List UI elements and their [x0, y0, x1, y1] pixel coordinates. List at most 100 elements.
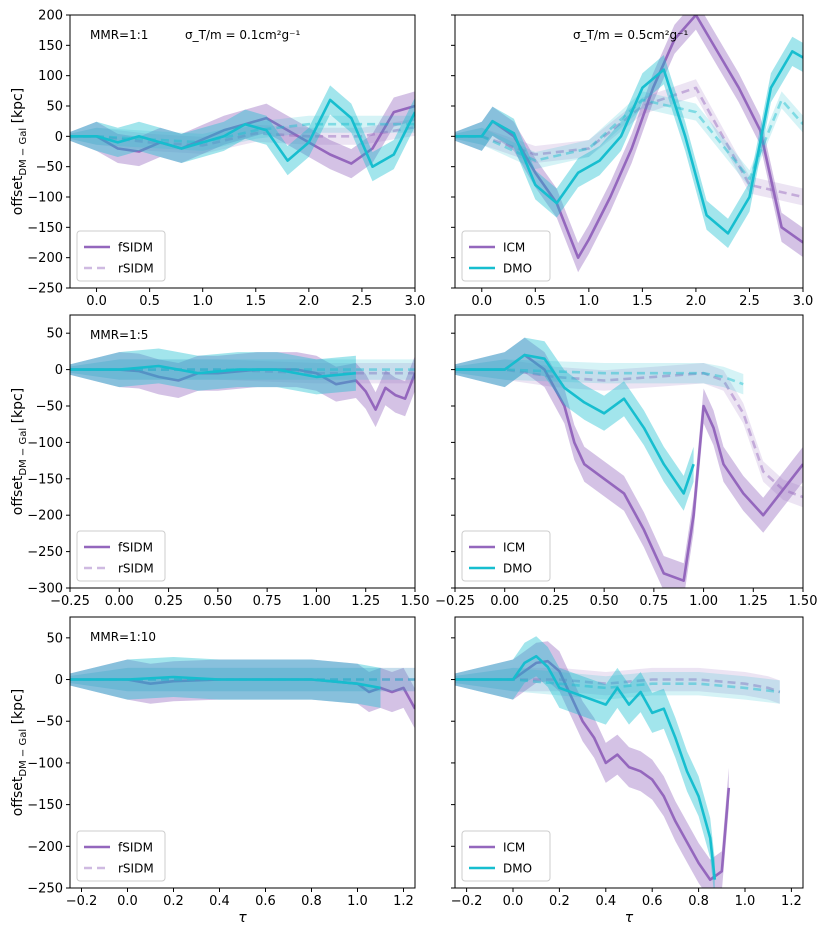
y-axis-label-sub: DM − Gal [18, 428, 29, 476]
band-DMO-r [455, 359, 744, 395]
x-tick-label: 0.25 [540, 594, 569, 609]
x-tick-label: 0.0 [471, 294, 492, 309]
line-DMO [455, 654, 717, 880]
y-axis-label-sub: DM − Gal [18, 729, 29, 777]
mmr-annotation: MMR=1:5 [90, 328, 148, 342]
y-tick-label: −300 [27, 582, 63, 597]
x-tick-label: −0.2 [451, 894, 483, 909]
band-ICM-r [455, 667, 780, 704]
y-axis-label-main: offset [10, 175, 26, 215]
x-tick-label: 0.8 [688, 894, 709, 909]
line-rSIDM [70, 125, 415, 147]
line-ICM-r [455, 86, 803, 199]
panel-row1-right: 0.0 0.5 1.0 1.5 2.0 2.5 3.0 σ_T/m = 0.5cm²g⁻¹ IC… [451, 14, 813, 309]
y-axis-label-main: offset [10, 776, 26, 816]
plot-area [455, 15, 803, 273]
legend: fSIDM rSIDM [76, 530, 166, 582]
x-tick-label: 0.75 [253, 594, 282, 609]
band-DMO [455, 636, 715, 888]
x-tick-label: 2.5 [739, 294, 760, 309]
legend-label: rSIDM [118, 262, 154, 276]
x-tick-label: 0.0 [86, 294, 107, 309]
line-DMO-r [455, 678, 780, 694]
legend-label: DMO [503, 262, 532, 276]
y-tick-label: −150 [27, 472, 63, 487]
x-tick-label: 1.25 [351, 594, 380, 609]
x-tick-label: 0.6 [642, 894, 663, 909]
band-rSIDM-cyan [70, 359, 415, 380]
x-tick-label: 1.2 [393, 894, 414, 909]
y-tick-label: −200 [27, 840, 63, 855]
x-tick-label: 0.50 [203, 594, 232, 609]
legend-label: ICM [503, 241, 525, 255]
legend: ICM DMO [461, 830, 551, 882]
band-DMO [455, 36, 803, 248]
legend-label: rSIDM [118, 862, 154, 876]
axes-frame [69, 616, 416, 889]
y-tick-label: −100 [27, 191, 63, 206]
plot-area [455, 636, 781, 888]
axes-frame [454, 616, 804, 889]
panel-row2-left: −0.25 0.00 0.25 0.50 0.75 1.00 1.25 1.50 −300 −25… [10, 314, 429, 609]
x-tick-label: 0.6 [255, 894, 276, 909]
band-fSIDM [70, 91, 415, 179]
line-fSIDM [70, 368, 415, 411]
y-axis-label: offsetDM − Gal [kpc] [10, 689, 29, 816]
mmr-annotation: MMR=1:1 [90, 28, 148, 42]
y-tick-label: 0 [55, 363, 63, 378]
legend-label: ICM [503, 841, 525, 855]
x-axis-label: τ [238, 910, 247, 926]
band-rSIDM-cyan [70, 667, 415, 692]
band-ICM [455, 15, 803, 273]
band-fSIDM [70, 352, 415, 428]
x-axis-label: τ [625, 910, 634, 926]
x-tick-label: 0.4 [209, 894, 230, 909]
panel-row2-right: −0.25 0.00 0.25 0.50 0.75 1.00 1.25 1.50 ICM DMO [435, 314, 818, 609]
y-tick-label: −50 [36, 715, 63, 730]
y-axis-label: offsetDM − Gal [kpc] [10, 88, 29, 215]
y-axis-label-sub: DM − Gal [18, 128, 29, 176]
band-ICM-r [455, 359, 803, 508]
legend-box [76, 230, 166, 282]
line-ICM [455, 659, 731, 882]
x-tick-label: 0.5 [139, 294, 160, 309]
x-tick-label: −0.2 [66, 894, 98, 909]
legend: ICM DMO [461, 230, 551, 282]
legend-box [76, 830, 166, 882]
x-tick-label: 0.8 [301, 894, 322, 909]
plot-area [70, 85, 415, 182]
x-tick-label: 0.0 [117, 894, 138, 909]
y-tick-label: −250 [27, 882, 63, 897]
x-tick-label: 0.5 [525, 294, 546, 309]
legend-label: ICM [503, 541, 525, 555]
y-axis-label-unit: [kpc] [10, 689, 26, 729]
line-fSIDM-cyan [70, 364, 357, 379]
band-DMO [455, 337, 694, 511]
x-tick-label: 0.0 [503, 894, 524, 909]
line-ICM [455, 353, 803, 583]
x-tick-label: 2.5 [352, 294, 373, 309]
band-ICM-r [455, 79, 803, 206]
y-tick-label: 150 [38, 39, 63, 54]
y-tick-label: −150 [27, 221, 63, 236]
y-tick-label: −250 [27, 545, 63, 560]
y-axis-label-main: offset [10, 475, 26, 515]
line-DMO [455, 50, 803, 235]
x-tick-label: 1.50 [789, 594, 818, 609]
y-tick-label: 0 [55, 673, 63, 688]
legend-label: fSIDM [118, 541, 153, 555]
y-tick-label: 50 [46, 327, 63, 342]
y-tick-label: −200 [27, 509, 63, 524]
band-ICM [455, 337, 803, 588]
y-tick-label: −100 [27, 756, 63, 771]
y-tick-label: 50 [46, 631, 63, 646]
plot-area [455, 337, 803, 588]
axes-frame [69, 314, 416, 589]
legend: ICM DMO [461, 530, 551, 582]
axes-frame [454, 14, 804, 289]
line-ICM-r [455, 368, 803, 499]
x-tick-label: 0.25 [154, 594, 183, 609]
x-tick-label: 1.0 [192, 294, 213, 309]
line-DMO [455, 353, 695, 495]
line-fSIDM-cyan [70, 98, 415, 168]
